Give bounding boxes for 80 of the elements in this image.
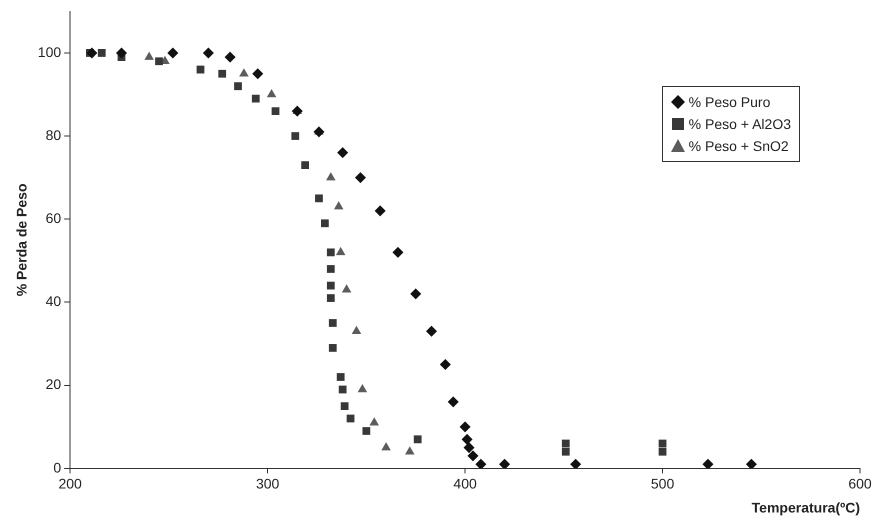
point bbox=[334, 201, 344, 210]
point bbox=[746, 458, 757, 468]
x-axis-title: Temperatura(ºC) bbox=[752, 499, 860, 516]
point bbox=[464, 442, 475, 454]
point bbox=[658, 440, 666, 448]
point bbox=[338, 386, 347, 394]
point bbox=[702, 458, 714, 468]
point bbox=[475, 458, 486, 468]
point bbox=[224, 52, 236, 63]
point bbox=[358, 384, 368, 392]
point bbox=[467, 450, 478, 462]
point bbox=[98, 49, 106, 57]
legend-label: % Peso + Al2O3 bbox=[688, 116, 791, 132]
point bbox=[326, 282, 335, 290]
point bbox=[326, 265, 335, 273]
point bbox=[414, 435, 422, 444]
point bbox=[196, 66, 204, 74]
point bbox=[440, 359, 451, 370]
y-tick-label: 40 bbox=[46, 293, 62, 310]
point bbox=[570, 458, 582, 468]
point bbox=[234, 82, 242, 90]
point bbox=[326, 172, 336, 180]
point bbox=[336, 246, 346, 256]
point bbox=[352, 326, 362, 334]
x-tick-label: 500 bbox=[650, 476, 674, 492]
point bbox=[328, 344, 337, 352]
point bbox=[340, 402, 349, 410]
point bbox=[410, 288, 422, 300]
point bbox=[272, 107, 280, 115]
point bbox=[218, 70, 226, 78]
point bbox=[392, 246, 404, 258]
point bbox=[562, 440, 570, 448]
point bbox=[328, 319, 337, 327]
point bbox=[326, 248, 335, 256]
point bbox=[326, 294, 335, 302]
point bbox=[460, 421, 471, 432]
point bbox=[291, 132, 300, 140]
point bbox=[499, 458, 510, 468]
legend-label: % Peso + SnO2 bbox=[688, 138, 789, 154]
y-axis-title: % Perda de Peso bbox=[13, 183, 30, 296]
x-tick-label: 400 bbox=[453, 476, 477, 492]
point bbox=[369, 417, 380, 426]
x-tick-label: 600 bbox=[848, 476, 872, 492]
point bbox=[155, 57, 163, 66]
point bbox=[167, 47, 178, 58]
point bbox=[362, 427, 370, 435]
point bbox=[336, 373, 345, 381]
point bbox=[462, 434, 473, 445]
point bbox=[354, 172, 366, 184]
point bbox=[405, 446, 415, 455]
point bbox=[144, 52, 154, 60]
point bbox=[266, 88, 276, 98]
point bbox=[448, 396, 459, 408]
y-tick-label: 0 bbox=[53, 459, 62, 476]
point bbox=[252, 94, 260, 103]
point bbox=[301, 161, 310, 170]
y-tick-label: 100 bbox=[38, 44, 62, 60]
point bbox=[313, 126, 324, 138]
point bbox=[320, 219, 329, 228]
y-tick-label: 80 bbox=[46, 126, 62, 143]
point bbox=[292, 106, 303, 117]
point bbox=[239, 68, 249, 76]
point bbox=[116, 47, 127, 58]
y-tick-label: 20 bbox=[46, 376, 62, 392]
point bbox=[562, 448, 570, 456]
point bbox=[381, 442, 391, 450]
point bbox=[346, 414, 354, 422]
point bbox=[202, 47, 214, 58]
point bbox=[374, 205, 386, 216]
point bbox=[337, 147, 348, 158]
point bbox=[426, 326, 438, 337]
point bbox=[86, 47, 98, 58]
point bbox=[252, 68, 264, 80]
legend-label: % Peso Puro bbox=[688, 94, 770, 110]
y-tick-label: 60 bbox=[46, 210, 62, 226]
point bbox=[342, 284, 352, 293]
x-tick-label: 300 bbox=[256, 476, 280, 492]
point bbox=[315, 194, 323, 202]
point bbox=[658, 448, 666, 456]
x-tick-label: 200 bbox=[58, 476, 82, 492]
